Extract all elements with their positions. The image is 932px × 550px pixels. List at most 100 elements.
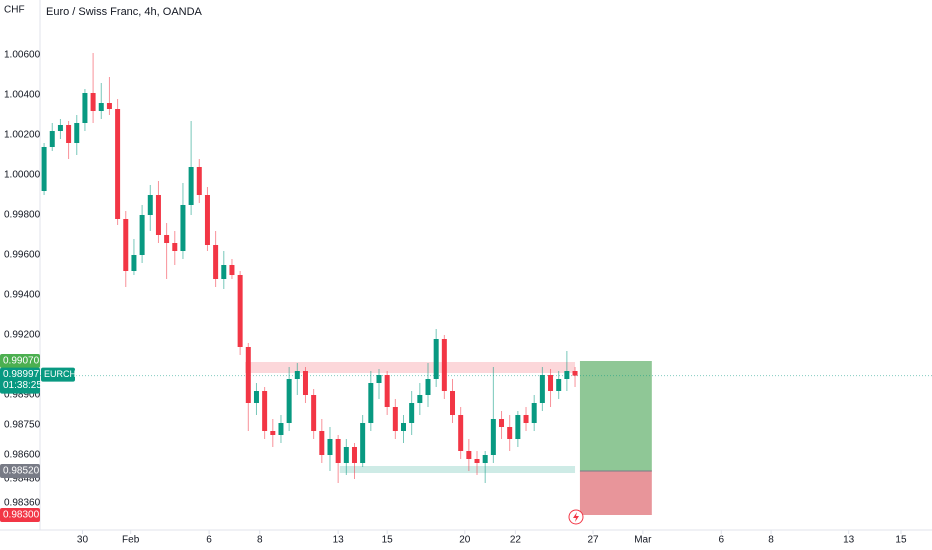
candle-body [172,243,178,251]
candle-body [106,103,112,109]
candle-body [229,265,235,275]
candle-body [360,423,366,463]
candle-body [204,195,210,245]
y-tick-label: 1.00600 [4,50,41,61]
zone [339,466,576,473]
candle-body [351,447,357,463]
y-tick-label: 0.99200 [4,330,41,341]
zone [245,362,576,373]
y-tick-label: 0.99800 [4,210,41,221]
profit-zone [579,361,652,471]
candle-body [262,391,268,431]
candle-body [409,403,415,423]
x-tick-label: 6 [718,535,724,546]
candle-body [237,275,243,347]
candle-body [523,415,529,423]
candle-body [507,427,513,439]
symbol-label: EURCHF [44,369,82,379]
y-tick-label: 0.99600 [4,250,41,261]
candle-body [123,219,129,271]
candle-body [57,125,63,131]
x-tick-label: 22 [510,535,522,546]
x-tick-label: 13 [843,535,855,546]
candle-body [515,415,521,439]
symbol-box [41,367,75,382]
y-tick-label: 0.99400 [4,290,41,301]
x-tick-label: Mar [634,535,652,546]
candle-body [253,391,259,403]
entry-label-box [0,464,40,478]
x-tick-label: 20 [459,535,471,546]
x-tick-label: 30 [77,535,89,546]
candle-body [139,215,145,255]
candle-body [327,439,333,455]
candle-body [482,455,488,463]
candle-body [539,375,545,403]
candle-body [572,371,578,376]
candle-body [147,195,153,215]
x-tick-label: 13 [333,535,345,546]
x-tick-label: Feb [122,535,140,546]
x-tick-label: 15 [382,535,394,546]
candle-body [384,375,390,407]
candle-body [270,431,276,435]
y-tick-label: 0.98750 [4,420,41,431]
x-tick-label: 8 [257,535,263,546]
candle-body [188,167,194,205]
y-tick-label: 0.98600 [4,450,41,461]
candle-body [433,339,439,379]
candle-body [441,339,447,391]
candle-body [41,147,47,191]
candle-body [66,125,72,143]
candle-body [74,123,80,143]
candle-body [278,423,284,435]
last-price-label: 0.98997 [3,369,40,380]
candle-body [164,235,170,243]
candle-body [49,131,55,147]
x-tick-label: 27 [587,535,599,546]
y-tick-label: 1.00400 [4,90,41,101]
candle-body [155,195,161,235]
candle-body [294,371,300,379]
candle-body [343,447,349,463]
candle-body [474,459,480,463]
y-tick-label: 1.00200 [4,130,41,141]
target-label-box [0,354,40,368]
candle-body [490,419,496,455]
last-price-box [0,367,40,394]
y-tick-label: 1.00000 [4,170,41,181]
candle-body [376,375,382,383]
candle-body [335,439,341,463]
candle-body [302,371,308,395]
target-label: 0.99070 [3,356,40,367]
candle-body [82,93,88,123]
stop-label-box [0,508,40,522]
entry-label: 0.98520 [3,466,40,477]
candle-body [458,415,464,451]
currency-label: CHF [4,5,25,16]
countdown-label: 01:38:25 [3,380,42,391]
candle-body [245,347,251,403]
candle-body [556,379,562,391]
x-tick-label: 6 [206,535,212,546]
y-tick-label: 0.98480 [4,474,41,485]
stop-label: 0.98300 [3,510,40,521]
chart-title: Euro / Swiss Franc, 4h, OANDA [46,6,203,18]
candle-body [400,423,406,431]
candle-body [319,431,325,455]
candle-body [98,103,104,111]
y-tick-label: 0.98360 [4,498,41,509]
candle-body [286,379,292,423]
x-tick-label: 8 [768,535,774,546]
candle-body [221,265,227,279]
candle-body [368,383,374,423]
alert-bolt [573,512,579,522]
candle-body [392,407,398,431]
candle-body [564,371,570,379]
candle-body [311,395,317,431]
candle-body [499,419,505,427]
x-tick-label: 15 [895,535,907,546]
candle-body [466,451,472,459]
